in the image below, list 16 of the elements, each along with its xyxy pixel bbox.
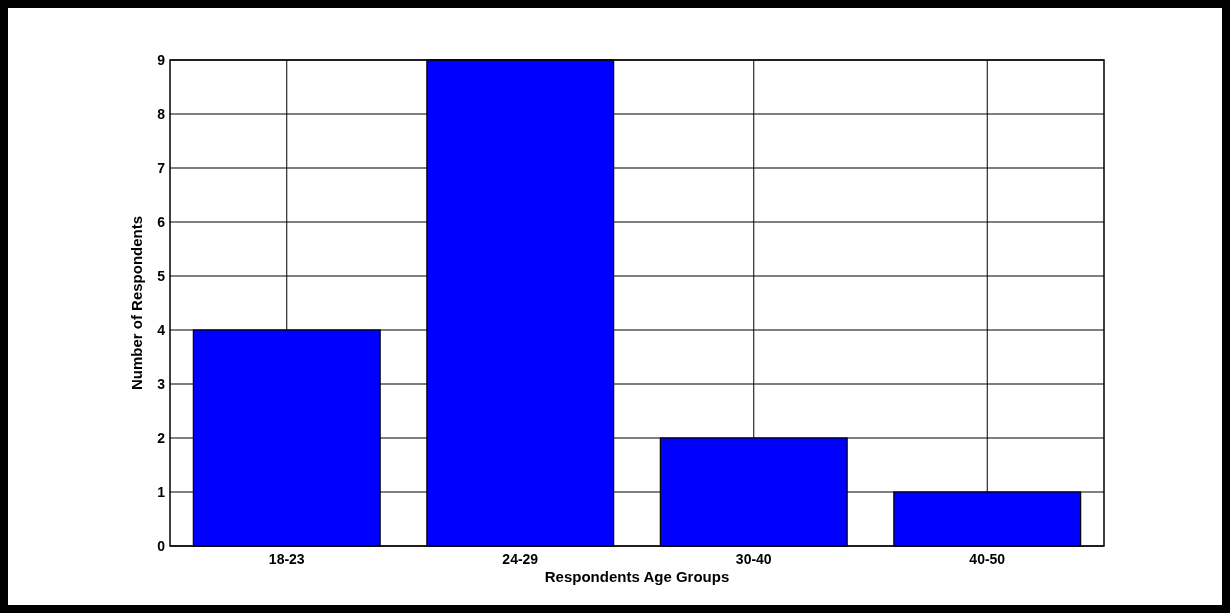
y-tick-label: 6 [157, 213, 166, 230]
x-tick-label: 30-40 [735, 551, 772, 567]
y-tick-label: 3 [157, 375, 166, 392]
y-tick-label: 0 [157, 537, 166, 554]
y-tick-label: 4 [157, 321, 166, 338]
x-tick-label: 18-23 [268, 551, 305, 567]
y-axis-title: Number of Respondents [128, 215, 145, 391]
y-tick-label: 2 [157, 429, 166, 446]
y-tick-label: 5 [157, 267, 166, 284]
y-tick-label: 1 [157, 483, 166, 500]
x-axis-title: Respondents Age Groups [544, 568, 730, 585]
x-tick-label: 40-50 [969, 551, 1006, 567]
y-tick-label: 9 [157, 51, 166, 68]
y-tick-label: 8 [157, 105, 166, 122]
y-tick-label: 7 [157, 159, 166, 176]
x-tick-label: 24-29 [502, 551, 539, 567]
